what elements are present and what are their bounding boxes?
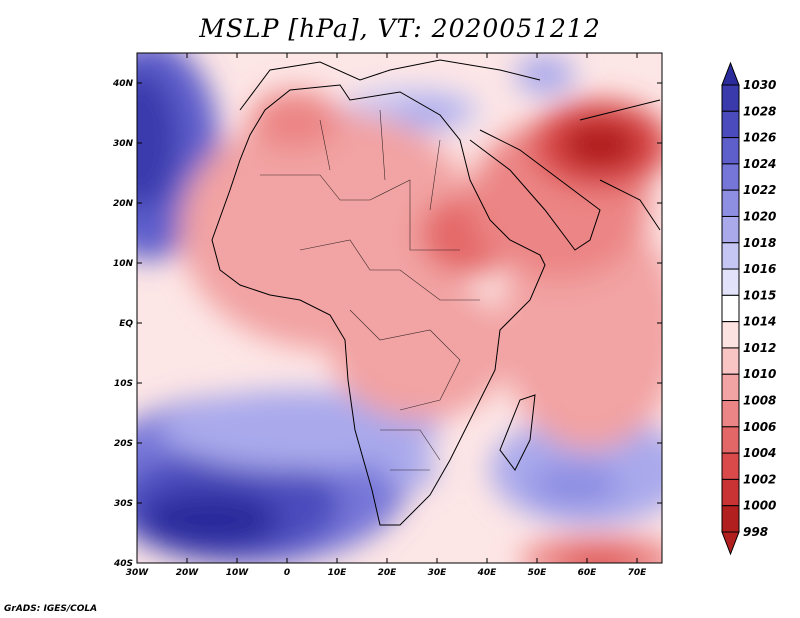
- colorbar-label: 1010: [743, 367, 776, 381]
- colorbar-swatch: [721, 452, 740, 480]
- map-title: MSLP [hPa], VT: 2020051212: [199, 14, 601, 43]
- credit-label: GrADS: IGES/COLA: [4, 604, 98, 614]
- europe-coast: [239, 59, 541, 111]
- colorbar-label: 1026: [743, 131, 776, 145]
- colorbar-label: 998: [743, 525, 768, 539]
- colorbar-label: 1006: [743, 420, 776, 434]
- colorbar-label: 1014: [743, 315, 776, 329]
- x-tick-label: 40E: [477, 568, 498, 578]
- colorbar-bottom-arrow: [721, 531, 740, 556]
- arabian-coast: [469, 129, 601, 251]
- map-frame: [136, 52, 663, 564]
- colorbar-swatch: [721, 426, 740, 454]
- colorbar-top-arrow: [721, 61, 740, 86]
- x-tick-label: 30E: [428, 568, 448, 578]
- x-tick-label: 30W: [126, 568, 150, 578]
- colorbar-swatch: [721, 189, 740, 217]
- y-tick-label: 20S: [114, 439, 133, 449]
- colorbar: 1030 1028 1026 1024 1022 1020 1018 1016 1015 1014…: [721, 61, 776, 556]
- colorbar-swatch: [721, 137, 740, 165]
- y-tick-label: 30N: [113, 139, 134, 149]
- colorbar-label: 1015: [743, 288, 776, 302]
- colorbar-swatch: [721, 242, 740, 270]
- colorbar-swatch: [721, 294, 740, 323]
- colorbar-swatch: [721, 215, 740, 244]
- x-tick-label: 50E: [528, 568, 548, 578]
- x-tick-label: 70E: [628, 568, 648, 578]
- asia-coast: [579, 99, 661, 231]
- colorbar-label: 1002: [743, 472, 776, 486]
- coastlines: [211, 59, 661, 526]
- colorbar-swatch: [721, 478, 740, 507]
- x-tick-label: 10E: [328, 568, 348, 578]
- x-tick-label: 10W: [226, 568, 250, 578]
- colorbar-swatch: [721, 400, 740, 428]
- x-axis-ticks: 30W 20W 10W 0 10E 20E 30E 40E 50E 60E 70E: [126, 53, 647, 578]
- x-tick-label: 60E: [578, 568, 598, 578]
- colorbar-label: 1020: [743, 209, 776, 223]
- colorbar-swatch: [721, 321, 740, 349]
- y-tick-label: 40N: [112, 79, 134, 89]
- colorbar-label: 1018: [743, 236, 776, 250]
- colorbar-label: 1012: [743, 341, 776, 355]
- y-tick-label: 10N: [113, 259, 134, 269]
- colorbar-label: 1024: [743, 157, 776, 171]
- madagascar: [499, 394, 536, 471]
- colorbar-swatch: [721, 84, 740, 112]
- colorbar-label: 1028: [743, 104, 776, 118]
- y-tick-label: 30S: [114, 499, 133, 509]
- colorbar-label: 1022: [743, 183, 776, 197]
- colorbar-swatch: [721, 347, 740, 375]
- pressure-field: [137, 53, 662, 563]
- colorbar-label: 1008: [743, 394, 776, 408]
- colorbar-swatch: [721, 373, 740, 402]
- colorbar-label: 1000: [743, 499, 776, 513]
- colorbar-swatch: [721, 163, 740, 191]
- y-tick-label: 20N: [113, 199, 134, 209]
- colorbar-label: 1030: [743, 78, 776, 92]
- y-tick-label: EQ: [119, 319, 133, 329]
- colorbar-swatch: [721, 505, 740, 533]
- colorbar-swatch: [721, 110, 740, 139]
- colorbar-label: 1004: [743, 446, 776, 460]
- y-tick-label: 10S: [114, 379, 133, 389]
- x-tick-label: 20E: [378, 568, 398, 578]
- y-axis-ticks: 40N 30N 20N 10N EQ 10S 20S 30S 40S: [112, 79, 662, 569]
- colorbar-label: 1016: [743, 262, 776, 276]
- x-tick-label: 20W: [176, 568, 200, 578]
- colorbar-swatch: [721, 268, 740, 296]
- x-tick-label: 0: [284, 568, 290, 578]
- country-borders: [260, 109, 480, 471]
- y-tick-label: 40S: [113, 559, 133, 569]
